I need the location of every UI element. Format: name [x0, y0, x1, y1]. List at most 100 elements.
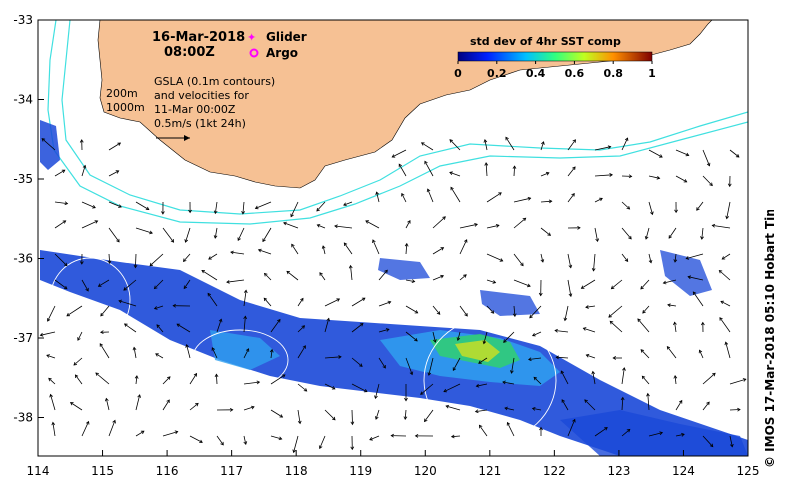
velocity-vector	[376, 192, 380, 203]
velocity-vector-head-icon	[478, 424, 483, 429]
velocity-vector-head-icon	[685, 152, 690, 157]
colorbar-tick-label: 0.8	[603, 67, 623, 80]
velocity-vector-head-icon	[170, 239, 175, 243]
velocity-vector	[316, 201, 326, 212]
velocity-vector-head-icon	[735, 154, 740, 158]
velocity-vector	[486, 305, 494, 314]
velocity-vector-head-icon	[609, 320, 614, 325]
velocity-vector	[183, 279, 191, 289]
velocity-vector-head-icon	[292, 449, 296, 454]
velocity-vector	[270, 374, 286, 385]
velocity-vector	[452, 357, 461, 371]
velocity-vector-head-icon	[286, 270, 290, 275]
velocity-vector-head-icon	[188, 209, 192, 214]
velocity-vector	[459, 223, 478, 229]
velocity-vector-head-icon	[577, 225, 581, 230]
velocity-vector-head-icon	[591, 370, 596, 375]
velocity-vector-head-icon	[659, 431, 664, 436]
velocity-vector-head-icon	[199, 439, 203, 443]
velocity-vector	[54, 279, 68, 290]
velocity-vector	[405, 279, 415, 282]
depth-1000m-label: 1000m	[106, 101, 145, 114]
velocity-vector-head-icon	[510, 370, 514, 374]
velocity-vector	[46, 354, 56, 359]
velocity-vector	[621, 429, 631, 437]
velocity-vector	[729, 149, 740, 158]
velocity-vector	[186, 344, 191, 359]
velocity-vector-head-icon	[243, 441, 248, 445]
velocity-vector	[729, 435, 733, 447]
velocity-vector-head-icon	[166, 376, 171, 380]
velocity-vector-head-icon	[79, 139, 84, 143]
velocity-vector-head-icon	[640, 285, 644, 290]
velocity-vector	[648, 432, 663, 437]
velocity-vector-head-icon	[403, 416, 408, 420]
velocity-vector-head-icon	[640, 349, 645, 353]
velocity-vector	[421, 142, 434, 151]
velocity-vector	[567, 253, 572, 268]
velocity-vectors	[39, 136, 747, 454]
velocity-vector-head-icon	[74, 374, 79, 379]
velocity-vector	[237, 227, 245, 241]
velocity-vector	[286, 270, 299, 281]
velocity-vector	[351, 409, 353, 425]
velocity-vector-head-icon	[721, 256, 726, 260]
velocity-vector-head-icon	[155, 353, 159, 357]
velocity-vector-head-icon	[123, 287, 127, 291]
velocity-vector-head-icon	[73, 361, 78, 366]
velocity-vector-head-icon	[474, 409, 479, 414]
velocity-vector	[648, 149, 663, 158]
credit-block: © IMOS 17-Mar-2018 05:10 Hobart Time	[763, 210, 777, 468]
velocity-vector	[262, 227, 272, 242]
lon-tick-label: 121	[478, 464, 501, 478]
velocity-vector-head-icon	[445, 404, 450, 409]
velocity-vector-head-icon	[420, 142, 425, 146]
velocity-vector-head-icon	[737, 407, 741, 412]
velocity-vector-head-icon	[262, 238, 266, 243]
velocity-vector-head-icon	[207, 292, 212, 297]
velocity-vector-head-icon	[727, 183, 732, 188]
velocity-vector-head-icon	[263, 272, 268, 277]
scale-arrow-head-icon	[184, 135, 190, 141]
velocity-vector-head-icon	[49, 393, 53, 398]
velocity-vector-head-icon	[687, 275, 692, 280]
velocity-vector-head-icon	[398, 163, 403, 168]
velocity-vector	[432, 247, 444, 255]
velocity-vector	[725, 342, 731, 359]
velocity-vector	[291, 244, 299, 255]
velocity-vector	[420, 383, 434, 395]
velocity-vector	[297, 298, 304, 307]
velocity-vector	[712, 225, 731, 229]
lat-tick-label: -33	[13, 13, 33, 27]
velocity-vector	[162, 431, 178, 437]
velocity-vector	[133, 347, 137, 359]
velocity-vector	[621, 367, 625, 385]
velocity-vector	[77, 331, 83, 341]
velocity-vector	[226, 279, 245, 283]
velocity-vector	[513, 166, 515, 177]
velocity-vector	[609, 321, 623, 333]
velocity-vector-head-icon	[123, 323, 128, 327]
velocity-vector	[404, 409, 407, 420]
velocity-vector	[567, 279, 572, 297]
velocity-vector-head-icon	[172, 303, 176, 308]
velocity-vector	[532, 331, 542, 337]
velocity-vector	[270, 409, 283, 418]
velocity-vector-head-icon	[610, 285, 615, 290]
velocity-vector-head-icon	[359, 363, 363, 367]
velocity-vector	[675, 433, 685, 437]
velocity-vector-head-icon	[540, 259, 545, 263]
velocity-vector-head-icon	[668, 235, 672, 239]
velocity-vector-head-icon	[201, 269, 206, 274]
velocity-vector-head-icon	[711, 223, 716, 228]
velocity-vector-head-icon	[64, 201, 69, 206]
velocity-vector-head-icon	[365, 220, 369, 224]
gsla-line-2: and velocities for	[154, 89, 249, 102]
velocity-vector	[50, 394, 56, 411]
velocity-vector	[532, 408, 542, 411]
velocity-vector-head-icon	[316, 224, 321, 228]
velocity-vector	[70, 402, 83, 411]
velocity-vector-head-icon	[626, 205, 631, 210]
velocity-vector-head-icon	[433, 339, 437, 343]
velocity-vector	[135, 201, 150, 210]
